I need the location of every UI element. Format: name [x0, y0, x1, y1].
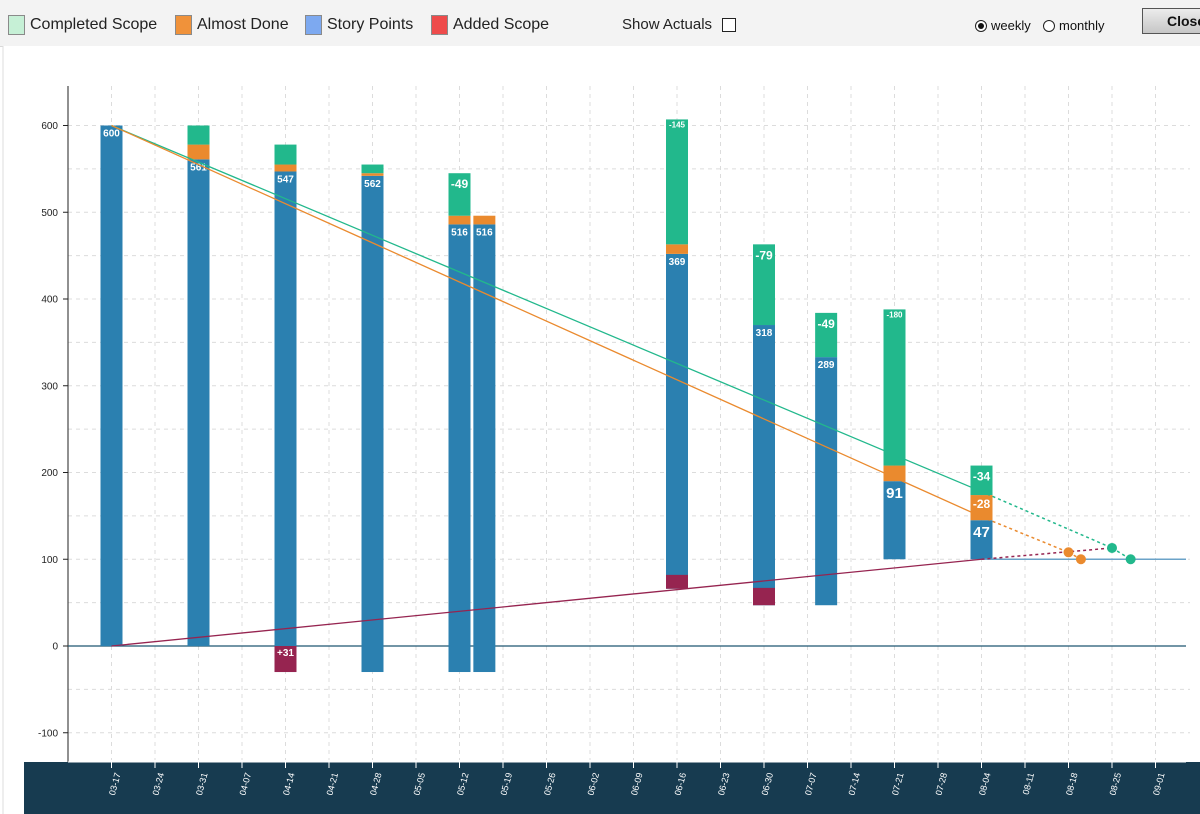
almost-data-label: -28: [973, 497, 991, 511]
bar-story-points[interactable]: [100, 125, 123, 647]
weekly-radio-button[interactable]: [975, 19, 987, 32]
y-tick-label: 300: [41, 381, 58, 392]
legend-label-added: Added Scope: [453, 16, 550, 33]
bar-almost-done[interactable]: [883, 465, 906, 482]
trend-line: [111, 558, 982, 647]
bar-completed-scope[interactable]: [970, 465, 993, 496]
bar-data-label: 318: [756, 328, 773, 339]
bar-story-points[interactable]: [274, 171, 297, 673]
bar-almost-done[interactable]: [473, 215, 496, 225]
legend-added-scope[interactable]: Added Scope: [431, 14, 549, 36]
show-actuals-toggle[interactable]: Show Actuals: [622, 16, 737, 33]
y-tick-label: 200: [41, 468, 58, 479]
projection-point[interactable]: [1107, 542, 1117, 553]
weekly-radio[interactable]: weekly: [975, 18, 1031, 33]
bar-data-label: 516: [476, 227, 493, 238]
legend-label-story: Story Points: [327, 16, 414, 33]
completed-data-label: -49: [817, 317, 835, 331]
y-tick-label: -100: [38, 728, 58, 739]
completed-data-label: -180: [886, 310, 903, 319]
trend-line: [111, 124, 982, 493]
legend-almost-done[interactable]: Almost Done: [175, 14, 289, 36]
bar-added-scope[interactable]: [753, 587, 775, 606]
monthly-radio-button[interactable]: [1043, 19, 1055, 32]
bar-almost-done[interactable]: [666, 244, 688, 254]
completed-data-label: -49: [451, 177, 469, 191]
bar-almost-done[interactable]: [274, 164, 297, 172]
bar-completed-scope[interactable]: [753, 244, 775, 326]
bar-data-label: 547: [277, 174, 294, 185]
y-tick-label: 500: [41, 208, 58, 219]
bar-story-points[interactable]: [473, 224, 496, 673]
bar-data-label: 600: [103, 129, 120, 140]
legend-swatch-almost: [175, 15, 192, 35]
bar-almost-done[interactable]: [361, 173, 384, 176]
bar-added-scope[interactable]: [274, 646, 297, 673]
trend-projection: [981, 547, 1113, 560]
bar-completed-scope[interactable]: [274, 144, 297, 165]
legend-swatch-story: [305, 15, 322, 35]
bar-added-scope[interactable]: [666, 574, 688, 589]
bar-completed-scope[interactable]: [815, 312, 838, 358]
bar-story-points[interactable]: [970, 520, 993, 560]
bar-data-label: 561: [190, 162, 207, 173]
bar-data-label: 47: [973, 524, 990, 541]
x-axis-band: [24, 762, 1200, 814]
completed-data-label: -34: [973, 470, 991, 484]
bar-data-label: 91: [886, 485, 903, 502]
show-actuals-label: Show Actuals: [622, 16, 713, 33]
completed-data-label: -79: [755, 248, 773, 262]
projection-point[interactable]: [1125, 554, 1136, 565]
monthly-label: monthly: [1059, 18, 1105, 33]
bar-story-points[interactable]: [753, 325, 775, 606]
bar-data-label: 369: [669, 257, 686, 268]
bar-completed-scope[interactable]: [448, 173, 471, 216]
bar-completed-scope[interactable]: [666, 119, 688, 245]
bar-almost-done[interactable]: [448, 215, 471, 225]
y-tick-label: 400: [41, 295, 58, 306]
trend-projection: [981, 516, 1069, 554]
bar-story-points[interactable]: [187, 159, 210, 646]
bar-completed-scope[interactable]: [361, 164, 384, 174]
y-tick-label: 0: [52, 642, 58, 653]
projection-point[interactable]: [1075, 554, 1086, 565]
bar-almost-done[interactable]: [187, 144, 210, 160]
bar-story-points[interactable]: [448, 224, 471, 673]
added-data-label: +31: [277, 648, 294, 659]
y-tick-label: 100: [41, 555, 58, 566]
completed-data-label: -145: [669, 120, 686, 129]
bar-story-points[interactable]: [883, 481, 906, 560]
trend-line: [111, 124, 982, 518]
legend-label-almost: Almost Done: [197, 16, 289, 33]
legend-swatch-added: [431, 15, 448, 35]
bar-completed-scope[interactable]: [187, 125, 210, 145]
plot-background: [3, 46, 1200, 814]
bar-data-label: 562: [364, 179, 381, 190]
bar-story-points[interactable]: [815, 357, 838, 606]
legend-completed-scope[interactable]: Completed Scope: [8, 14, 157, 36]
bar-story-points[interactable]: [666, 253, 688, 589]
show-actuals-checkbox[interactable]: [722, 17, 737, 32]
bar-completed-scope[interactable]: [883, 309, 906, 466]
bar-data-label: 516: [451, 227, 468, 238]
chart-toolbar: Completed Scope Almost Done Story Points…: [0, 0, 1200, 47]
legend-swatch-completed: [8, 15, 25, 35]
bar-story-points[interactable]: [361, 175, 384, 673]
y-tick-label: 600: [41, 121, 58, 132]
close-button[interactable]: Close: [1142, 8, 1200, 34]
monthly-radio[interactable]: monthly: [1043, 18, 1105, 33]
legend-story-points[interactable]: Story Points: [305, 14, 413, 36]
weekly-label: weekly: [991, 18, 1031, 33]
bar-data-label: 289: [818, 360, 835, 371]
legend-label-completed: Completed Scope: [30, 16, 158, 33]
projection-point[interactable]: [1063, 547, 1074, 558]
